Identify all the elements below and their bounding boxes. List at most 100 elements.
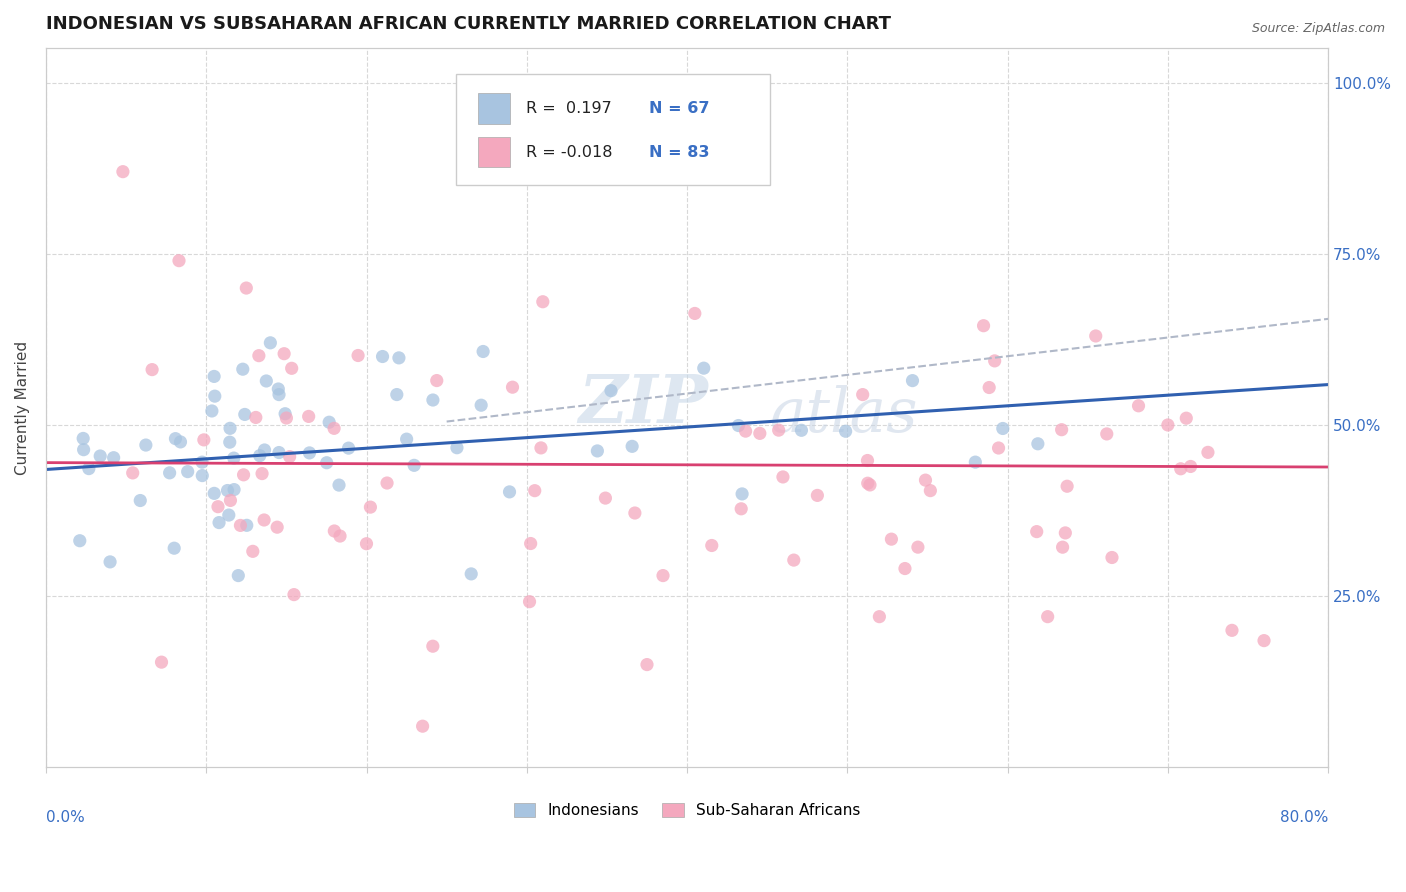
Point: [318, 415, 340, 429]
Point: [1175, 411, 1198, 425]
Point: [422, 392, 444, 407]
Point: [337, 441, 360, 455]
Point: [222, 451, 245, 466]
Point: [498, 484, 520, 499]
Point: [790, 423, 813, 437]
Text: 0.0%: 0.0%: [46, 811, 84, 825]
Point: [253, 442, 276, 457]
Point: [77, 461, 100, 475]
Point: [207, 500, 229, 514]
Point: [169, 434, 191, 449]
Point: [232, 467, 254, 482]
Point: [98, 555, 121, 569]
Point: [1101, 550, 1123, 565]
Point: [1054, 525, 1077, 540]
Point: [193, 433, 215, 447]
Point: [217, 483, 239, 498]
Point: [176, 465, 198, 479]
Point: [259, 335, 281, 350]
Point: [412, 719, 434, 733]
Point: [460, 566, 482, 581]
Text: R = -0.018: R = -0.018: [526, 145, 612, 160]
Point: [965, 455, 987, 469]
Point: [523, 483, 546, 498]
Legend: Indonesians, Sub-Saharan Africans: Indonesians, Sub-Saharan Africans: [508, 797, 866, 824]
Point: [652, 568, 675, 582]
Point: [121, 466, 143, 480]
Text: Source: ZipAtlas.com: Source: ZipAtlas.com: [1251, 22, 1385, 36]
Point: [233, 408, 256, 422]
Point: [375, 476, 398, 491]
Point: [218, 508, 240, 522]
Point: [219, 493, 242, 508]
Point: [1197, 445, 1219, 459]
Point: [1036, 609, 1059, 624]
Point: [191, 468, 214, 483]
Point: [278, 450, 301, 464]
Point: [1128, 399, 1150, 413]
Point: [894, 561, 917, 575]
Point: [298, 446, 321, 460]
Point: [245, 410, 267, 425]
Point: [72, 432, 94, 446]
Point: [201, 404, 224, 418]
Point: [254, 374, 277, 388]
Point: [242, 544, 264, 558]
Point: [530, 441, 553, 455]
Point: [298, 409, 321, 424]
Point: [253, 513, 276, 527]
Point: [852, 387, 875, 401]
Point: [502, 380, 524, 394]
Point: [163, 541, 186, 556]
Point: [595, 491, 617, 505]
Point: [1220, 624, 1243, 638]
Point: [1253, 633, 1275, 648]
Point: [734, 424, 756, 438]
Point: [856, 476, 879, 491]
Point: [1056, 479, 1078, 493]
Point: [987, 441, 1010, 455]
Point: [683, 306, 706, 320]
Point: [267, 382, 290, 396]
Text: R =  0.197: R = 0.197: [526, 101, 612, 116]
Text: N = 67: N = 67: [650, 101, 710, 116]
Point: [1157, 417, 1180, 432]
Point: [135, 438, 157, 452]
Point: [250, 467, 273, 481]
Point: [470, 398, 492, 412]
Point: [283, 588, 305, 602]
Point: [979, 380, 1001, 394]
Point: [600, 384, 623, 398]
Point: [204, 389, 226, 403]
Point: [111, 164, 134, 178]
Point: [624, 506, 647, 520]
Point: [693, 361, 716, 376]
Point: [315, 456, 337, 470]
Point: [359, 500, 381, 515]
Point: [385, 387, 408, 401]
Point: [586, 444, 609, 458]
Point: [901, 374, 924, 388]
Point: [636, 657, 658, 672]
Point: [388, 351, 411, 365]
Point: [89, 449, 111, 463]
Point: [141, 362, 163, 376]
Text: INDONESIAN VS SUBSAHARAN AFRICAN CURRENTLY MARRIED CORRELATION CHART: INDONESIAN VS SUBSAHARAN AFRICAN CURRENT…: [46, 15, 891, 33]
Point: [222, 483, 245, 497]
Point: [472, 344, 495, 359]
Point: [446, 441, 468, 455]
Point: [229, 518, 252, 533]
Point: [202, 486, 225, 500]
Text: 80.0%: 80.0%: [1279, 811, 1329, 825]
Point: [1026, 437, 1049, 451]
Point: [907, 540, 929, 554]
Point: [159, 466, 181, 480]
Point: [395, 432, 418, 446]
Point: [167, 253, 190, 268]
Point: [1050, 423, 1073, 437]
Point: [519, 536, 541, 550]
Point: [356, 537, 378, 551]
Point: [235, 281, 257, 295]
Point: [422, 639, 444, 653]
Point: [202, 369, 225, 384]
